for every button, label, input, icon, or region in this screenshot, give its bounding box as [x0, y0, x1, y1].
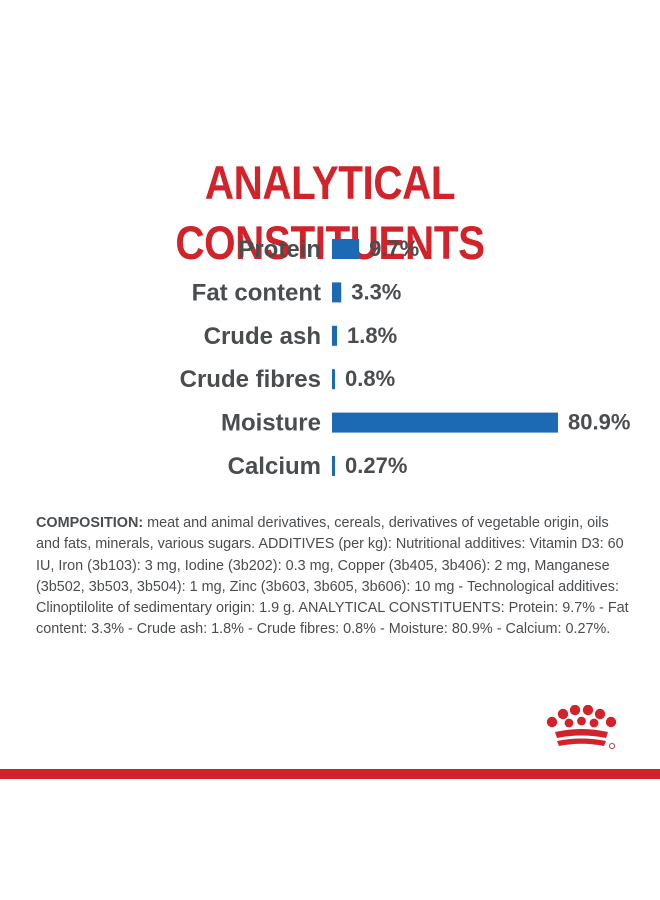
value-label: 0.8% [345, 366, 395, 391]
value-label: 9.7% [369, 236, 419, 261]
composition-text: COMPOSITION: meat and animal derivatives… [36, 513, 632, 641]
bar [332, 325, 338, 346]
composition-body: meat and animal derivatives, cereals, de… [36, 515, 629, 638]
value-label: 1.8% [347, 323, 397, 348]
value-label: 3.3% [351, 279, 401, 304]
crown-icon [546, 705, 617, 750]
composition-heading: COMPOSITION: [36, 515, 144, 531]
chart-title: ANALYTICAL CONSTITUENTS [175, 156, 485, 269]
category-label: Crude ash [204, 323, 321, 350]
bar [332, 412, 558, 433]
bar [332, 282, 342, 303]
bar-chart: Protein 9.7% Fat content 3.3% Crude ash 1.8% C… [180, 236, 631, 480]
footer-divider [0, 769, 660, 779]
category-label: Crude fibres [180, 366, 321, 393]
category-label: Fat content [192, 279, 321, 306]
bar [332, 456, 335, 476]
crown-logo-shape [546, 705, 617, 750]
value-label: 80.9% [568, 410, 630, 435]
value-label: 0.27% [345, 453, 407, 478]
category-label: Calcium [228, 453, 321, 480]
bar [332, 239, 360, 259]
bar [332, 369, 335, 390]
category-label: Moisture [221, 410, 321, 437]
category-label: Protein [238, 236, 321, 263]
